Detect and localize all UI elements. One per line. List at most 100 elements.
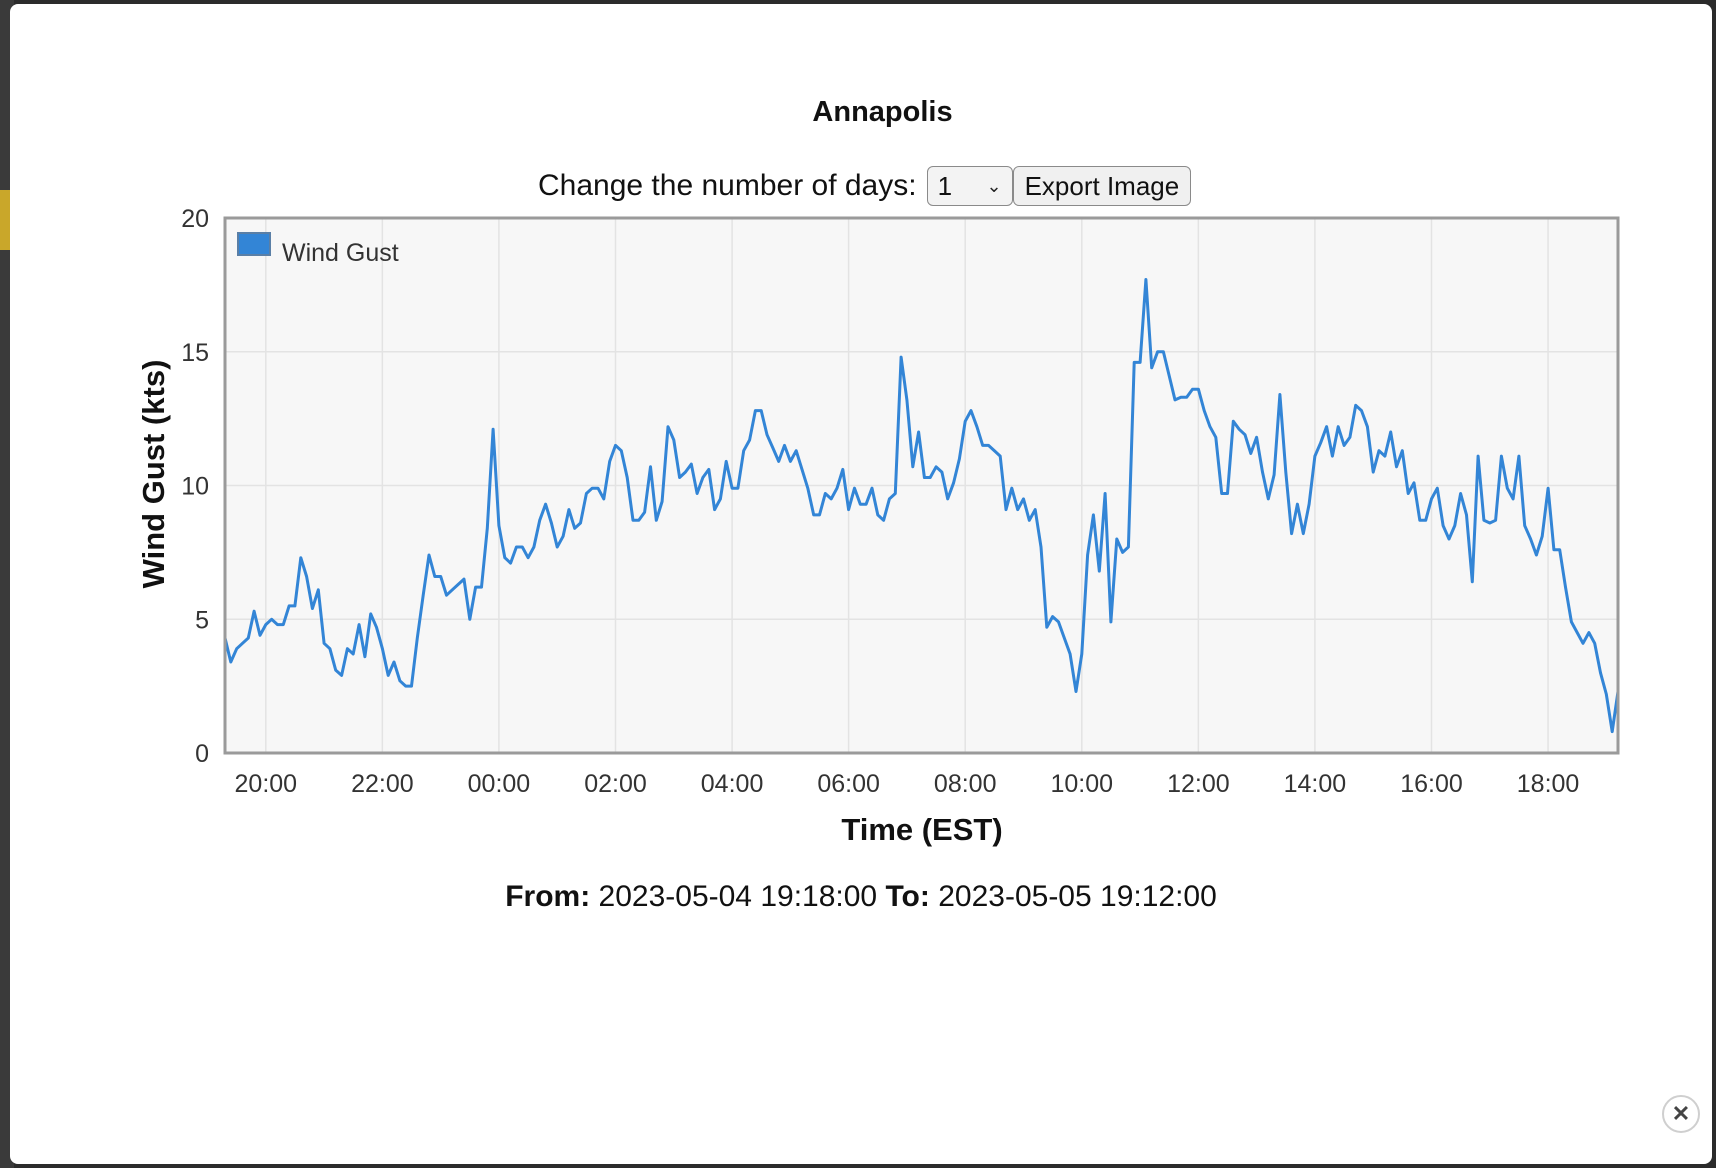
x-tick-label: 10:00 bbox=[1051, 770, 1114, 798]
data-point bbox=[1191, 388, 1194, 391]
data-point bbox=[334, 668, 337, 672]
data-point bbox=[1517, 454, 1521, 458]
data-point bbox=[1127, 545, 1130, 549]
data-point bbox=[777, 460, 780, 463]
data-point bbox=[1541, 535, 1544, 538]
y-axis: 0 5 10 15 20 bbox=[181, 205, 209, 768]
data-point bbox=[923, 476, 926, 479]
data-point bbox=[1418, 519, 1422, 522]
data-point bbox=[1232, 420, 1235, 423]
data-point bbox=[1086, 553, 1089, 557]
data-point bbox=[853, 486, 856, 490]
data-point bbox=[1412, 481, 1416, 485]
data-point bbox=[911, 465, 914, 468]
data-point bbox=[503, 556, 506, 559]
data-point bbox=[800, 468, 804, 471]
data-point bbox=[1377, 449, 1381, 452]
data-point bbox=[975, 425, 979, 428]
data-point bbox=[1278, 393, 1282, 396]
legend-label: Wind Gust bbox=[282, 239, 399, 267]
data-point bbox=[1313, 454, 1317, 458]
data-point bbox=[998, 454, 1002, 458]
data-point bbox=[754, 409, 757, 412]
data-point bbox=[1342, 444, 1346, 447]
data-point bbox=[1465, 513, 1468, 517]
data-point bbox=[1436, 486, 1439, 490]
data-point bbox=[509, 561, 512, 565]
data-point bbox=[1546, 486, 1550, 490]
data-point bbox=[340, 674, 343, 677]
data-point bbox=[1447, 537, 1451, 541]
data-point bbox=[765, 433, 769, 436]
data-point bbox=[812, 513, 815, 517]
data-point bbox=[818, 513, 821, 517]
to-label: To: bbox=[885, 880, 930, 913]
x-tick-label: 08:00 bbox=[934, 770, 997, 798]
data-point bbox=[660, 500, 664, 503]
data-point bbox=[841, 468, 845, 471]
data-point bbox=[416, 636, 419, 640]
data-point bbox=[561, 535, 565, 538]
x-tick-label: 04:00 bbox=[701, 770, 764, 798]
data-point bbox=[1441, 524, 1445, 527]
data-point bbox=[1080, 652, 1083, 656]
x-axis-label: Time (EST) bbox=[841, 812, 1002, 847]
data-point bbox=[515, 545, 518, 549]
data-point bbox=[1068, 652, 1072, 656]
grid-lines bbox=[225, 218, 1618, 753]
data-point bbox=[917, 430, 920, 434]
data-point bbox=[701, 476, 705, 479]
x-tick-label: 02:00 bbox=[584, 770, 647, 798]
data-point bbox=[1476, 454, 1480, 458]
data-point bbox=[521, 545, 524, 549]
data-point bbox=[1587, 631, 1591, 634]
data-point bbox=[538, 519, 541, 522]
y-tick-label: 20 bbox=[181, 205, 209, 233]
data-point bbox=[1570, 620, 1573, 624]
data-point bbox=[987, 444, 990, 447]
x-tick-label: 00:00 bbox=[468, 770, 531, 798]
data-point bbox=[1506, 486, 1509, 490]
data-point bbox=[363, 655, 367, 658]
data-point bbox=[1022, 497, 1025, 501]
data-point bbox=[1115, 537, 1118, 541]
data-point bbox=[1395, 465, 1398, 468]
data-point bbox=[666, 425, 670, 428]
data-point bbox=[1150, 366, 1153, 369]
data-point bbox=[1523, 524, 1526, 527]
data-point bbox=[1406, 492, 1410, 495]
data-point bbox=[940, 470, 944, 474]
y-tick-label: 0 bbox=[195, 740, 209, 768]
data-point bbox=[1331, 454, 1334, 458]
data-point bbox=[410, 684, 413, 688]
x-tick-label: 12:00 bbox=[1167, 770, 1230, 798]
data-point bbox=[1383, 454, 1387, 458]
data-point bbox=[474, 585, 477, 589]
data-point bbox=[1156, 350, 1159, 353]
data-point bbox=[934, 465, 938, 468]
date-range: From: 2023-05-04 19:18:00 To: 2023-05-05… bbox=[10, 880, 1712, 914]
data-point bbox=[544, 503, 547, 506]
data-point bbox=[1453, 524, 1457, 527]
export-image-button[interactable]: Export Image bbox=[1012, 166, 1192, 206]
data-point bbox=[375, 626, 378, 629]
data-point bbox=[1214, 436, 1218, 439]
data-point bbox=[643, 511, 646, 514]
data-point bbox=[690, 462, 693, 466]
data-point bbox=[1552, 548, 1556, 551]
data-point bbox=[1599, 671, 1602, 674]
data-point bbox=[631, 519, 635, 522]
data-point bbox=[462, 577, 466, 581]
data-point bbox=[1261, 470, 1264, 474]
close-button[interactable]: ✕ bbox=[1662, 1095, 1700, 1133]
data-point bbox=[573, 527, 576, 530]
data-point bbox=[276, 623, 279, 626]
data-point bbox=[305, 575, 308, 578]
data-point bbox=[771, 446, 775, 450]
data-point bbox=[1010, 486, 1014, 490]
data-point bbox=[1605, 692, 1608, 696]
data-point bbox=[725, 460, 728, 463]
days-select[interactable]: 1 ⌄ bbox=[926, 166, 1013, 206]
data-point bbox=[1337, 425, 1340, 428]
data-point bbox=[1004, 508, 1008, 511]
